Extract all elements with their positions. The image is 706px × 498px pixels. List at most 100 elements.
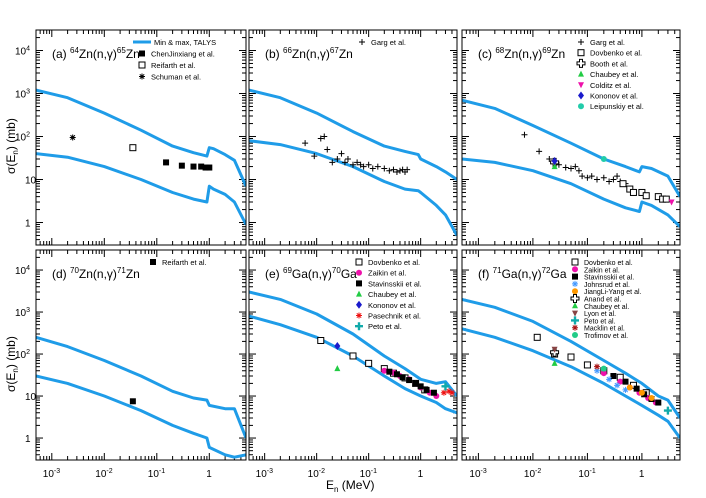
data-point bbox=[396, 167, 403, 174]
series-johnsrud-et-al- bbox=[594, 367, 629, 393]
axis-label-subscript: n bbox=[11, 150, 20, 154]
legend-entry: Stavinsskii et al. bbox=[356, 279, 422, 288]
data-point bbox=[583, 361, 591, 369]
data-point bbox=[663, 406, 672, 415]
axis-label-subscript: n bbox=[11, 368, 20, 372]
data-point bbox=[360, 163, 367, 170]
gamma-symbol: γ bbox=[320, 47, 326, 61]
data-point bbox=[163, 159, 170, 166]
data-point bbox=[206, 164, 213, 171]
legend-label: Johnsrud et al. bbox=[584, 282, 630, 289]
legend-label: Kononov et al. bbox=[590, 92, 638, 101]
data-point bbox=[594, 367, 601, 374]
legend-marker bbox=[571, 258, 579, 266]
legend-entry: Chaubey et al. bbox=[578, 70, 638, 79]
data-points bbox=[129, 398, 136, 405]
data-point bbox=[338, 150, 345, 157]
legend-marker bbox=[572, 332, 578, 338]
legend-marker bbox=[572, 273, 578, 280]
legend-label: Trofimov et al. bbox=[584, 333, 628, 340]
panel-ticks bbox=[35, 249, 247, 461]
legend-marker bbox=[356, 290, 362, 297]
data-point bbox=[423, 386, 430, 393]
tick-base: 10 bbox=[15, 350, 27, 361]
data-point bbox=[610, 176, 617, 183]
data-point bbox=[626, 384, 633, 391]
panel-label: (b) bbox=[265, 47, 283, 61]
data-point bbox=[588, 173, 595, 180]
series-trofimov-et-al- bbox=[600, 365, 607, 372]
series-chaubey-et-al- bbox=[551, 359, 558, 366]
x-tick-label: 10-1 bbox=[578, 468, 595, 480]
tick-exponent: 4 bbox=[26, 265, 30, 272]
legend-marker bbox=[356, 280, 362, 287]
data-point bbox=[329, 159, 336, 166]
legend-entry: Min & max, TALYS bbox=[133, 38, 216, 47]
tick-exponent: -3 bbox=[267, 468, 273, 475]
talys-max-curve bbox=[36, 335, 246, 439]
x-axis-label: En (MeV) bbox=[326, 478, 374, 494]
talys-min-curve bbox=[249, 139, 457, 237]
tick-exponent: -3 bbox=[481, 468, 487, 475]
data-point bbox=[614, 173, 621, 180]
panel-ticks bbox=[461, 29, 681, 246]
tick-base: 1 bbox=[25, 219, 31, 230]
tick-base: 10 bbox=[43, 469, 55, 480]
legend-marker bbox=[359, 39, 365, 45]
y-tick-label: 10 bbox=[25, 392, 37, 403]
legend-marker bbox=[570, 294, 580, 303]
panel-label: (d) bbox=[52, 267, 70, 281]
data-points bbox=[521, 131, 675, 206]
legend: Dovbenko et al.Zaikin et al.Stavinsskii … bbox=[570, 258, 642, 340]
legend-marker bbox=[572, 288, 578, 295]
talys-max-curve bbox=[36, 88, 246, 187]
legend-label: Anand et al. bbox=[584, 297, 621, 304]
axis-label-main: E bbox=[326, 478, 334, 492]
data-point bbox=[568, 165, 574, 172]
y-tick-label: 103 bbox=[15, 89, 30, 101]
panel-b: (b) 66Zn(n,γ)67Zn Garg et al. bbox=[248, 29, 458, 246]
legend-entry: Stavinsskii et al. bbox=[572, 273, 634, 282]
talys-band bbox=[36, 88, 246, 226]
data-point bbox=[334, 365, 341, 372]
data-point bbox=[365, 359, 373, 367]
legend-marker bbox=[578, 103, 584, 110]
legend-label: Kononov et al. bbox=[368, 301, 416, 310]
mass-number: 71 bbox=[117, 266, 126, 275]
data-point bbox=[386, 167, 393, 174]
gamma-symbol: γ bbox=[107, 47, 113, 61]
data-point bbox=[584, 174, 591, 181]
data-point bbox=[629, 188, 637, 196]
series-leipunskiy-et-al- bbox=[600, 156, 607, 162]
y-tick-label: 104 bbox=[15, 265, 30, 277]
data-point bbox=[393, 371, 400, 378]
legend-entry: Colditz et al. bbox=[578, 81, 631, 90]
gamma-symbol: γ bbox=[532, 267, 538, 281]
data-point bbox=[567, 353, 575, 361]
reaction-text: Ga bbox=[341, 267, 357, 281]
x-tick-label: 10-1 bbox=[360, 468, 377, 480]
series-chenjinxiang-et-al- bbox=[163, 159, 213, 171]
panel-a: (a) 64Zn(n,γ)65Zn Min & max, TALYS ChenJin… bbox=[15, 29, 247, 246]
legend-label: ChenJinxiang et al. bbox=[151, 50, 215, 59]
data-point bbox=[551, 346, 558, 353]
data-point bbox=[551, 359, 558, 366]
legend-marker bbox=[578, 70, 584, 77]
legend-entry: Reifarth et al. bbox=[138, 61, 196, 70]
data-point bbox=[448, 389, 455, 396]
reaction-text: Ga(n, bbox=[292, 267, 322, 281]
data-point bbox=[321, 133, 328, 140]
legend-label: Chaubey et al. bbox=[590, 70, 638, 79]
talys-min-curve bbox=[462, 327, 680, 439]
legend-marker bbox=[138, 61, 146, 69]
data-point bbox=[404, 166, 411, 173]
data-points bbox=[317, 337, 455, 400]
legend-marker bbox=[355, 322, 363, 331]
panel-label: (f) bbox=[478, 267, 493, 281]
axis-label-main: σ(E bbox=[4, 373, 18, 392]
series-kononov-et-al- bbox=[551, 156, 558, 165]
legend-entry: Peto et al. bbox=[355, 322, 402, 331]
legend-entry: Dovbenko et al. bbox=[355, 258, 420, 267]
tick-base: 10 bbox=[15, 266, 27, 277]
series-jiangli-yang-et-al- bbox=[626, 384, 655, 401]
